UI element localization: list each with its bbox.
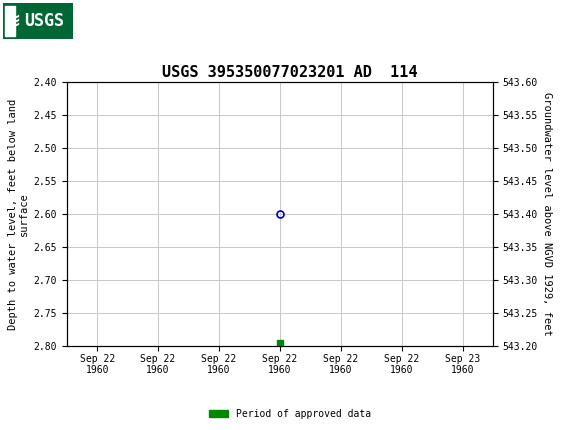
- FancyBboxPatch shape: [3, 3, 72, 39]
- Bar: [5, 6, 15, 36]
- Y-axis label: Groundwater level above NGVD 1929, feet: Groundwater level above NGVD 1929, feet: [542, 92, 552, 336]
- Text: ≋: ≋: [5, 12, 20, 30]
- Text: USGS 395350077023201 AD  114: USGS 395350077023201 AD 114: [162, 65, 418, 80]
- Y-axis label: Depth to water level, feet below land
surface: Depth to water level, feet below land su…: [8, 98, 30, 329]
- Text: USGS: USGS: [24, 12, 64, 30]
- Legend: Period of approved data: Period of approved data: [205, 405, 375, 423]
